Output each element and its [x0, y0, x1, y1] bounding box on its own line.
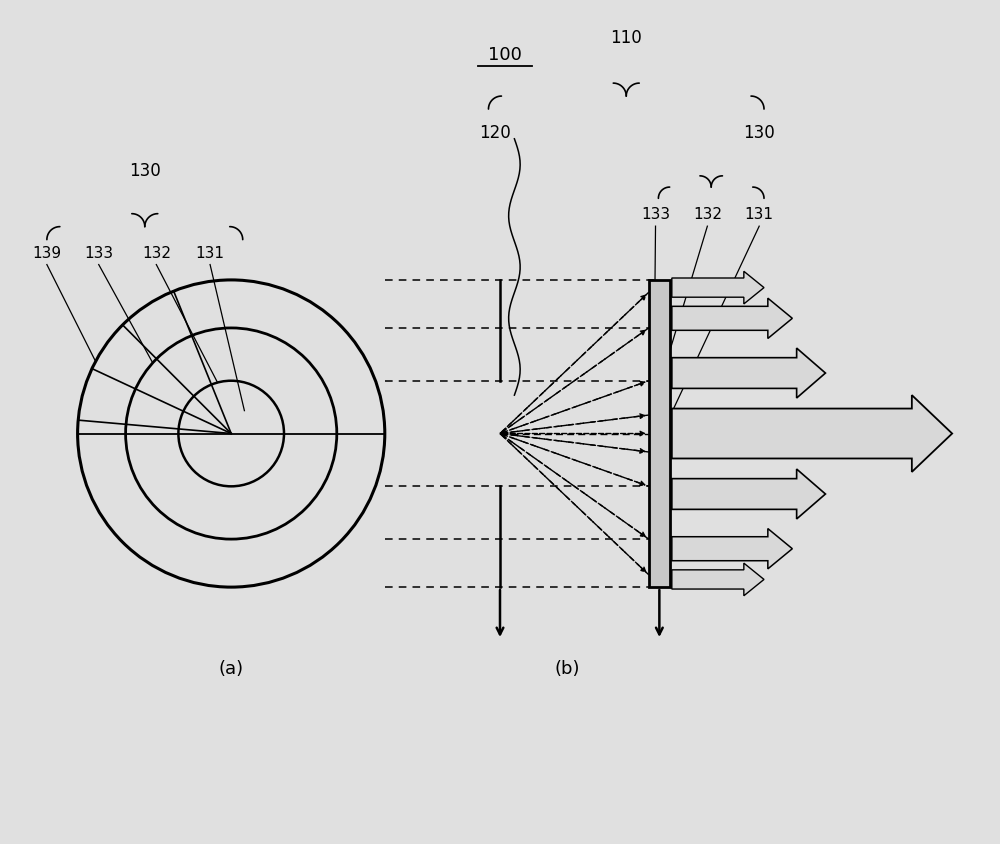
Text: 133: 133 — [84, 246, 113, 261]
Text: 131: 131 — [745, 207, 774, 222]
Text: (a): (a) — [219, 660, 244, 678]
Bar — [649, 280, 670, 587]
Polygon shape — [672, 395, 952, 472]
Polygon shape — [672, 348, 825, 398]
Text: 132: 132 — [142, 246, 171, 261]
Polygon shape — [672, 271, 764, 304]
Text: 130: 130 — [743, 124, 775, 143]
Text: (b): (b) — [554, 660, 580, 678]
Text: 中心离子风: 中心离子风 — [772, 427, 812, 440]
Text: 120: 120 — [479, 124, 511, 143]
Polygon shape — [672, 528, 792, 569]
Text: 133: 133 — [641, 207, 670, 222]
Text: 100: 100 — [488, 46, 522, 64]
Text: 131: 131 — [196, 246, 225, 261]
Text: 130: 130 — [129, 162, 161, 180]
Polygon shape — [672, 298, 792, 338]
Text: 110: 110 — [610, 29, 642, 46]
Text: 132: 132 — [693, 207, 722, 222]
Polygon shape — [672, 563, 764, 596]
Text: 139: 139 — [32, 246, 61, 261]
Polygon shape — [672, 469, 825, 519]
